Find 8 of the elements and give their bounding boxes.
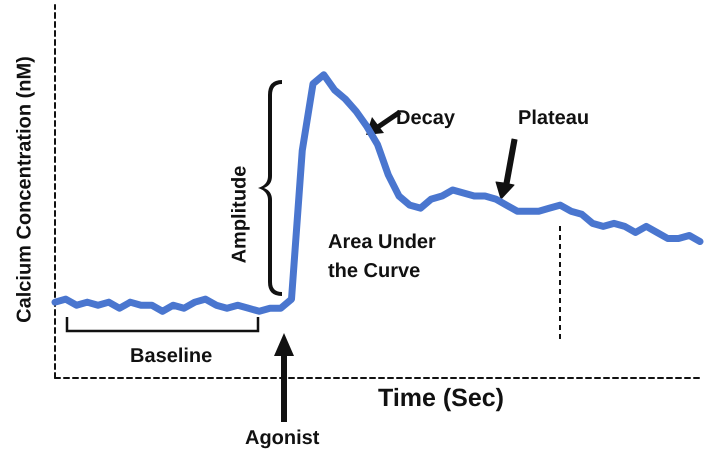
x-axis-title: Time (Sec) — [378, 383, 504, 414]
text: Agonist — [245, 426, 320, 451]
annotation: Plateau — [518, 106, 590, 131]
annotation: Area Under the Curve — [328, 230, 437, 284]
annotation: Decay — [396, 106, 455, 131]
y-axis-title: Calcium Concentration (nM) — [12, 55, 36, 325]
annotation: Baseline — [130, 344, 212, 369]
annotation: Amplitude — [228, 164, 252, 266]
